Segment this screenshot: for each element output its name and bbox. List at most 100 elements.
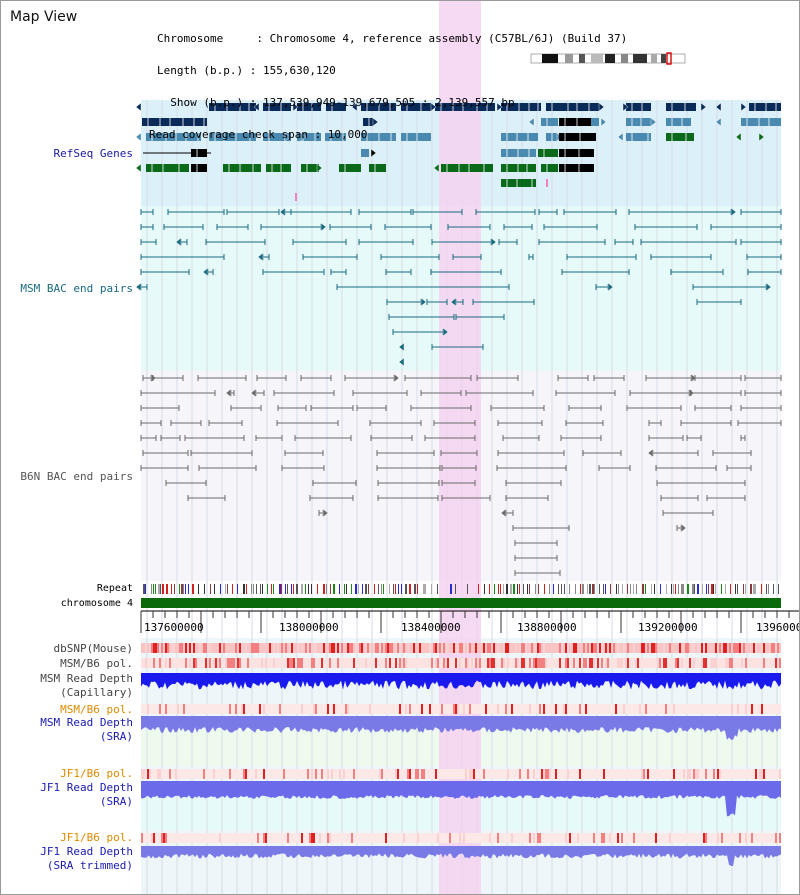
b6n-pair (744, 375, 782, 381)
repeat-element (188, 584, 189, 594)
msm-b6-pol-capillary-mark (745, 658, 747, 668)
dbsnp-density-mark (399, 643, 401, 653)
msm-b6-pol-capillary-mark (589, 658, 591, 668)
jf1-b6-pol-trimmed-mark (529, 833, 531, 843)
msm-b6-pol-capillary-mark (465, 658, 467, 668)
b6n-pair (294, 435, 352, 441)
chromosome-info-header: Chromosome : Chromosome 4, reference ass… (149, 11, 627, 161)
msm-b6-pol-capillary-mark (675, 658, 677, 668)
jf1-b6-pol-sra-mark (409, 769, 411, 779)
msm-b6-pol-capillary-mark (677, 658, 679, 668)
b6n-pair (726, 465, 752, 471)
gene-exon-block (401, 103, 431, 111)
msm-b6-pol-sra-mark (563, 704, 565, 714)
dbsnp-density-mark (339, 643, 341, 653)
b6n-pair (740, 405, 782, 411)
repeat-element (273, 584, 274, 594)
repeat-element (721, 584, 722, 594)
msm-b6-pol-sra-mark (421, 704, 423, 714)
jf1-b6-pol-sra-mark (175, 769, 177, 779)
msm-b6-pol-sra-mark (761, 704, 763, 714)
msm-b6-pol-capillary-mark (291, 658, 293, 668)
b6n-pair (514, 555, 558, 561)
dbsnp-density-mark (537, 643, 539, 653)
msm-b6-pol-sra-mark (405, 704, 407, 714)
chromosome-ideogram[interactable] (530, 52, 686, 65)
msm-b6-pol-capillary-mark (479, 658, 481, 668)
b6n-pair (140, 435, 157, 441)
repeat-element (558, 584, 559, 594)
repeat-element (673, 584, 674, 594)
gene-strand-arrow (617, 132, 624, 142)
b6n-pair (476, 375, 519, 381)
repeat-element (575, 584, 576, 594)
b6n-pair (626, 405, 682, 411)
repeat-element (393, 584, 394, 594)
b6n-pair (142, 450, 189, 456)
msm-b6-pol-sra-mark (579, 704, 581, 714)
msm-b6-pol-capillary-mark (145, 658, 147, 668)
b6n-pair (740, 435, 746, 441)
msm-b6-pol-sra-mark (347, 704, 349, 714)
repeat-element (587, 584, 588, 594)
jf1-b6-pol-trimmed-mark (287, 833, 289, 843)
b6n-pair (420, 390, 462, 396)
jf1-b6-pol-sra-mark (395, 769, 397, 779)
repeat-track[interactable] (143, 584, 779, 594)
jf1-b6-pol-trimmed-mark (603, 833, 605, 843)
msm-depth-capillary-line1: MSM Read Depth (40, 672, 133, 685)
msm-b6-pol-sra-mark (505, 704, 507, 714)
refseq-gene-features[interactable] (135, 102, 781, 201)
msm-b6-pol-capillary-mark (637, 658, 639, 668)
dbsnp-density-mark (365, 643, 367, 653)
dbsnp-density-mark (391, 643, 393, 653)
gene-exon-block (546, 103, 599, 111)
msm-bac-pairs[interactable] (135, 207, 782, 367)
repeat-element (553, 584, 554, 594)
repeat-element (605, 584, 606, 594)
repeat-element (351, 584, 352, 594)
chromosome-bar[interactable] (141, 598, 781, 608)
repeat-element (166, 584, 168, 594)
msm-b6-pol-capillary-mark (777, 658, 779, 668)
jf1-b6-pol-trimmed-mark (351, 833, 353, 843)
dbsnp-density-mark (349, 643, 351, 653)
jf1-depth-trimmed-line2: (SRA trimmed) (46, 859, 133, 872)
dbsnp-density-mark (777, 643, 779, 653)
jf1-b6-pol-sra-mark (473, 769, 475, 779)
quantitative-tracks[interactable] (141, 643, 781, 866)
dbsnp-density-mark (347, 643, 349, 653)
msm-b6-pol-capillary-mark (741, 658, 743, 668)
repeat-element (333, 584, 335, 594)
dbsnp-density-mark (179, 643, 181, 653)
dbsnp-density-mark (379, 643, 381, 653)
b6n-pair (310, 405, 354, 411)
selected-region-highlight[interactable] (439, 1, 481, 894)
bac-end-marker (450, 297, 457, 307)
dbsnp-density-mark (351, 643, 353, 653)
dbsnp-density-mark (743, 643, 745, 653)
repeat-element (417, 584, 418, 594)
dbsnp-density-mark (439, 643, 441, 653)
jf1-b6-pol-trimmed-mark (311, 833, 313, 843)
msm-b6-pol-capillary-mark (763, 658, 765, 668)
repeat-element (683, 584, 684, 594)
b6n-pair (502, 435, 540, 441)
b6n-bac-pairs[interactable] (140, 373, 782, 576)
repeat-element (645, 584, 646, 594)
repeat-element (687, 584, 689, 594)
repeat-element (389, 584, 390, 594)
b6n-pair (465, 390, 534, 396)
repeat-element (633, 584, 634, 594)
b6n-pair (433, 420, 476, 426)
gene-exon-block (501, 149, 536, 157)
repeat-element (666, 584, 667, 594)
msm-b6-pol-sra-mark (529, 704, 531, 714)
jf1-b6-pol-sra-mark (755, 769, 757, 779)
jf1-b6-pol-sra-mark (169, 769, 171, 779)
gene-strand-arrow (715, 117, 722, 127)
repeat-element (594, 584, 595, 594)
dbsnp-density-mark (609, 643, 611, 653)
msm-b6-pol-capillary-mark (353, 658, 355, 668)
